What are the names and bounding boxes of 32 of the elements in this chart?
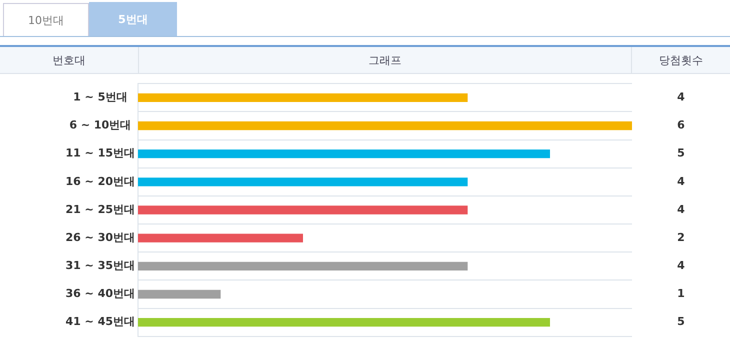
bar xyxy=(138,318,550,327)
bar xyxy=(138,178,468,186)
bar xyxy=(138,206,468,214)
bar xyxy=(138,290,221,299)
data-label: 2 xyxy=(677,230,685,244)
data-label: 4 xyxy=(677,174,686,188)
data-label: 6 xyxy=(677,118,686,132)
text: 10번대 xyxy=(3,3,89,36)
bar xyxy=(138,262,468,271)
bar xyxy=(138,234,303,242)
text: 5번대 xyxy=(89,2,177,36)
y-tick-label: 6 ~ 10번대 xyxy=(69,118,132,132)
text: 당첨횟수 xyxy=(658,52,704,68)
y-tick-label: 1 ~ 5번대 xyxy=(73,90,128,104)
data-label: 4 xyxy=(677,259,686,272)
bar xyxy=(138,121,632,130)
y-tick-label: 31 ~ 35번대 xyxy=(66,259,136,272)
y-tick-label: 11 ~ 15번대 xyxy=(66,146,136,160)
data-label: 4 xyxy=(677,202,686,216)
y-tick-label: 36 ~ 40번대 xyxy=(66,287,136,300)
data-label: 5 xyxy=(677,146,685,160)
y-tick-label: 16 ~ 20번대 xyxy=(66,174,136,188)
data-label: 5 xyxy=(677,315,685,328)
y-tick-label: 21 ~ 25번대 xyxy=(66,202,136,216)
y-tick-label: 41 ~ 45번대 xyxy=(66,315,136,328)
y-tick-label: 26 ~ 30번대 xyxy=(66,230,136,244)
bar xyxy=(138,149,550,158)
data-label: 1 xyxy=(677,287,685,300)
data-label: 4 xyxy=(677,90,686,104)
bar xyxy=(138,93,468,102)
y-axis-title: 번호대 xyxy=(52,52,86,68)
x-axis-title: 그래프 xyxy=(138,47,632,73)
